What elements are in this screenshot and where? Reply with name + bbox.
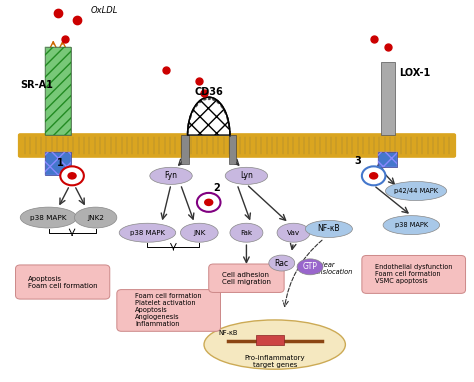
FancyBboxPatch shape [18,133,456,158]
Polygon shape [200,100,201,103]
Polygon shape [224,109,225,113]
Bar [378,152,397,167]
Bar [45,152,71,175]
Ellipse shape [385,181,447,201]
Ellipse shape [230,223,263,242]
Ellipse shape [305,220,353,238]
Text: 3: 3 [355,157,362,167]
Text: JNK: JNK [193,230,206,236]
Text: Fyn: Fyn [164,172,178,180]
Text: Nuclear
translocation: Nuclear translocation [310,262,354,275]
Ellipse shape [74,207,117,228]
Ellipse shape [150,167,192,185]
Text: NF-κB: NF-κB [318,224,340,233]
Text: Apoptosis
Foam cell formation: Apoptosis Foam cell formation [28,275,98,288]
Text: Cell adhesion
Cell migration: Cell adhesion Cell migration [222,272,271,285]
Polygon shape [188,97,230,135]
Text: Pro-inflammatory
target genes: Pro-inflammatory target genes [245,355,305,368]
Text: JNK2: JNK2 [87,215,104,220]
Ellipse shape [119,223,176,242]
Text: p38 MAPK: p38 MAPK [130,230,165,236]
Polygon shape [190,116,191,120]
Text: OxLDL: OxLDL [91,6,118,15]
Text: 2: 2 [213,183,220,193]
Ellipse shape [204,320,346,369]
Polygon shape [225,111,226,114]
Text: Rac: Rac [275,259,289,267]
Polygon shape [213,98,214,100]
Bar [228,135,236,163]
Ellipse shape [225,167,268,185]
Polygon shape [192,109,193,113]
Ellipse shape [20,207,77,228]
Bar [182,135,189,163]
Polygon shape [218,101,219,104]
Polygon shape [193,108,194,111]
Ellipse shape [181,223,218,242]
Text: p42/44 MAPK: p42/44 MAPK [394,188,438,194]
Text: Endothelial dysfunction
Foam cell formation
VSMC apoptosis: Endothelial dysfunction Foam cell format… [375,264,452,285]
Circle shape [362,166,385,185]
Text: NF-κB: NF-κB [218,330,237,336]
Text: Lyn: Lyn [240,172,253,180]
Polygon shape [227,116,228,120]
FancyBboxPatch shape [16,265,110,299]
Text: LOX-1: LOX-1 [400,68,431,78]
Polygon shape [196,104,197,107]
Polygon shape [208,97,210,99]
Text: Vav: Vav [287,230,300,236]
Text: Fak: Fak [240,230,253,236]
Circle shape [60,166,84,185]
Polygon shape [221,104,222,107]
Polygon shape [222,105,223,108]
Text: GTP: GTP [302,262,318,271]
Circle shape [197,193,220,212]
Polygon shape [217,100,218,103]
Bar [45,47,71,135]
Bar [45,47,71,135]
Ellipse shape [277,223,310,242]
Ellipse shape [269,255,295,271]
FancyBboxPatch shape [117,290,220,331]
FancyBboxPatch shape [362,256,465,293]
Polygon shape [205,97,206,100]
FancyBboxPatch shape [209,264,284,293]
Circle shape [67,172,77,180]
Bar [378,152,397,167]
Text: Foam cell formation
Platelet activation
Apoptosis
Angiogenesis
Inflammation: Foam cell formation Platelet activation … [136,293,202,327]
Bar [256,335,284,345]
Polygon shape [214,98,215,100]
Text: CD36: CD36 [195,87,223,97]
Text: p38 MAPK: p38 MAPK [395,222,428,228]
Text: p38 MAPK: p38 MAPK [30,215,67,220]
Ellipse shape [297,259,323,275]
Ellipse shape [383,216,439,235]
Text: 1: 1 [57,159,64,168]
Text: SR-A1: SR-A1 [20,80,53,90]
Circle shape [204,199,213,206]
Bar [45,152,71,175]
Polygon shape [204,98,205,100]
Circle shape [369,172,378,180]
Bar [381,62,395,135]
Polygon shape [197,103,198,106]
